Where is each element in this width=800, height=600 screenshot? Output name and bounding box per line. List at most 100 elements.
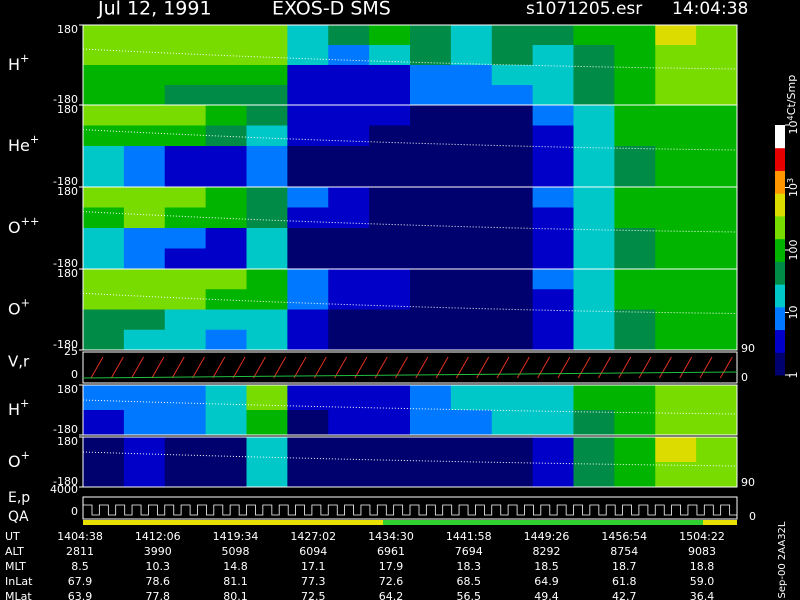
heat-cell [369,146,411,167]
heat-cell [83,248,125,270]
heat-cell [573,329,615,351]
colorbar-band [775,306,785,331]
heat-cell [369,207,411,229]
heat-cell [573,85,615,106]
panel-label: QA [8,509,29,525]
heat-cell [123,462,166,488]
heat-cell [655,207,697,229]
heat-cell [696,25,738,46]
heat-cell [287,309,329,331]
cell: 1434:30 [368,530,414,543]
heat-cell [83,309,125,331]
heat-cell [205,166,247,188]
heat-cell [164,248,207,270]
label: 10 [787,306,800,320]
heat-cell [450,289,493,310]
heat-cell [532,65,574,86]
cell: 7694 [455,545,483,558]
heat-cell [450,228,493,249]
heat-cell [83,105,125,126]
heat-cell [246,228,288,249]
heat-cell [328,385,370,411]
heat-cell [328,289,370,310]
row-name: ALT [5,545,24,558]
colorbar-label: 100 [787,240,800,261]
trace [82,129,738,151]
heat-cell [655,105,697,126]
cell: 49.4 [534,590,559,600]
heat-cell [123,187,166,208]
heat-cell [491,45,534,66]
heat-cell [573,309,615,331]
heat-cell [696,462,738,488]
heat-cell [532,385,574,411]
heat-cell [696,85,738,106]
heat-cell [410,248,452,270]
y-tick-label: 180 [57,23,78,36]
heat-cell [450,166,493,188]
exp: 3 [786,178,795,183]
heat-cell [696,125,738,147]
heat-cell [573,166,615,188]
heat-cell [696,187,738,208]
heat-cell [369,45,411,66]
heat-cell [614,125,656,147]
trace [82,451,738,467]
heat-cell [655,329,697,351]
heat-cell [246,309,288,331]
file: s1071205.esr [526,0,642,19]
heat-cell [450,462,493,488]
heat-cell [491,289,534,310]
heat-cell [83,462,125,488]
trace [82,399,738,415]
heat-cell [205,329,247,351]
cell: 36.4 [690,590,715,600]
panel-label: O+ [8,449,30,471]
heat-cell [450,309,493,331]
heat-cell [573,289,615,310]
heat-cell [246,385,288,411]
y-tick-label: 180 [57,435,78,448]
cell: 61.8 [612,575,637,588]
heat-cell [614,309,656,331]
qa-bar [83,520,383,525]
heat-cell [655,385,697,411]
y-tick-label: 180 [57,267,78,280]
heat-cell [246,289,288,310]
heat-cell [410,105,452,126]
heat-cell [328,166,370,188]
heat-cell [287,248,329,270]
heat-cell [532,146,574,167]
heat-cell [614,166,656,188]
charge: + [30,133,39,146]
cell: 72.6 [379,575,404,588]
heat-cell [532,437,574,463]
colorbar-label: 10 [787,306,800,320]
heat-cell [123,45,166,66]
heat-cell [164,105,207,126]
cell: 1504:22 [679,530,725,543]
heat-cell [532,125,574,147]
heat-cell [450,25,493,46]
heat-cell [410,385,452,411]
heat-cell [123,85,166,106]
heat-cell [287,125,329,147]
heat-cell [83,269,125,290]
heat-cell [287,85,329,106]
colorbar-band [775,215,785,240]
heat-cell [287,25,329,46]
heat-cell [205,65,247,86]
heat-cell [614,228,656,249]
colorbar-band [775,352,785,376]
label: 100 [787,240,800,261]
heat-cell [655,25,697,46]
heat-cell [491,462,534,488]
heat-cell [696,105,738,126]
cell: 18.8 [690,560,715,573]
heat-cell [450,187,493,208]
heat-cell [573,437,615,463]
ion: O [8,218,21,237]
heat-cell [696,410,738,436]
heat-cell [532,269,574,290]
y-tick-label: 0 [71,368,78,381]
